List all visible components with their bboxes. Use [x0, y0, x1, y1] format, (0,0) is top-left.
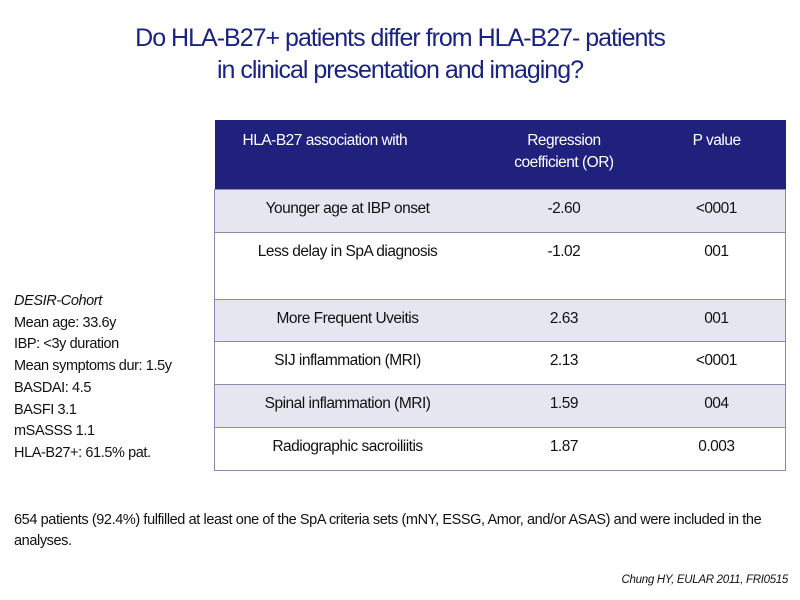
cohort-item-symptoms: Mean symptoms dur: 1.5y — [14, 358, 172, 375]
results-table: HLA-B27 association with Regression coef… — [214, 120, 786, 471]
title-line-1: Do HLA-B27+ patients differ from HLA-B27… — [135, 24, 666, 52]
row-coefficient: 2.13 — [480, 340, 648, 385]
slide-title: Do HLA-B27+ patients differ from HLA-B27… — [40, 22, 760, 86]
cohort-item-mean-age: Mean age: 33.6y — [14, 314, 117, 331]
row-coefficient: 2.63 — [480, 298, 648, 342]
row-p-value: <0001 — [647, 340, 786, 385]
row-label: SIJ inflammation (MRI) — [214, 340, 481, 385]
header-association: HLA-B27 association with — [214, 120, 481, 189]
row-coefficient: 1.87 — [480, 426, 648, 471]
cohort-heading: DESIR-Cohort — [14, 293, 102, 309]
header-regression-line1: Regression — [527, 132, 601, 149]
row-p-value: 001 — [647, 298, 786, 342]
table-row: Less delay in SpA diagnosis -1.02 001 — [214, 231, 786, 300]
footnote: 654 patients (92.4%) fulfilled at least … — [14, 512, 762, 549]
row-p-value: 004 — [647, 383, 786, 428]
header-regression-coefficient: Regression coefficient (OR) — [480, 120, 648, 189]
row-label: Spinal inflammation (MRI) — [214, 383, 481, 428]
row-label: Less delay in SpA diagnosis — [214, 231, 481, 300]
table-row: Younger age at IBP onset -2.60 <0001 — [214, 188, 786, 233]
row-p-value: 001 — [647, 231, 786, 300]
row-label: More Frequent Uveitis — [214, 298, 481, 342]
row-coefficient: -1.02 — [480, 231, 648, 300]
title-line-2: in clinical presentation and imaging? — [216, 56, 584, 84]
cohort-item-basdai: BASDAI: 4.5 — [14, 379, 91, 396]
row-label: Younger age at IBP onset — [214, 188, 481, 233]
table-row: More Frequent Uveitis 2.63 001 — [214, 298, 786, 342]
header-regression-line2: coefficient (OR) — [514, 154, 614, 171]
table-header-row: HLA-B27 association with Regression coef… — [214, 120, 786, 189]
source-citation: Chung HY, EULAR 2011, FRI0515 — [621, 574, 789, 586]
table-row: Radiographic sacroiliitis 1.87 0.003 — [214, 426, 786, 471]
cohort-item-msasss: mSASSS 1.1 — [14, 423, 95, 440]
cohort-item-ibp: IBP: <3y duration — [14, 336, 119, 353]
row-coefficient: -2.60 — [480, 188, 648, 233]
row-p-value: 0.003 — [647, 426, 786, 471]
row-label: Radiographic sacroiliitis — [214, 426, 481, 471]
table-row: Spinal inflammation (MRI) 1.59 004 — [214, 383, 786, 428]
header-p-value: P value — [647, 120, 786, 189]
cohort-item-basfi: BASFI 3.1 — [14, 401, 77, 418]
row-coefficient: 1.59 — [480, 383, 648, 428]
table-row: SIJ inflammation (MRI) 2.13 <0001 — [214, 340, 786, 385]
cohort-summary: DESIR-Cohort Mean age: 33.6y IBP: <3y du… — [14, 291, 214, 465]
row-p-value: <0001 — [647, 188, 786, 233]
cohort-item-hla-b27: HLA-B27+: 61.5% pat. — [14, 444, 151, 461]
